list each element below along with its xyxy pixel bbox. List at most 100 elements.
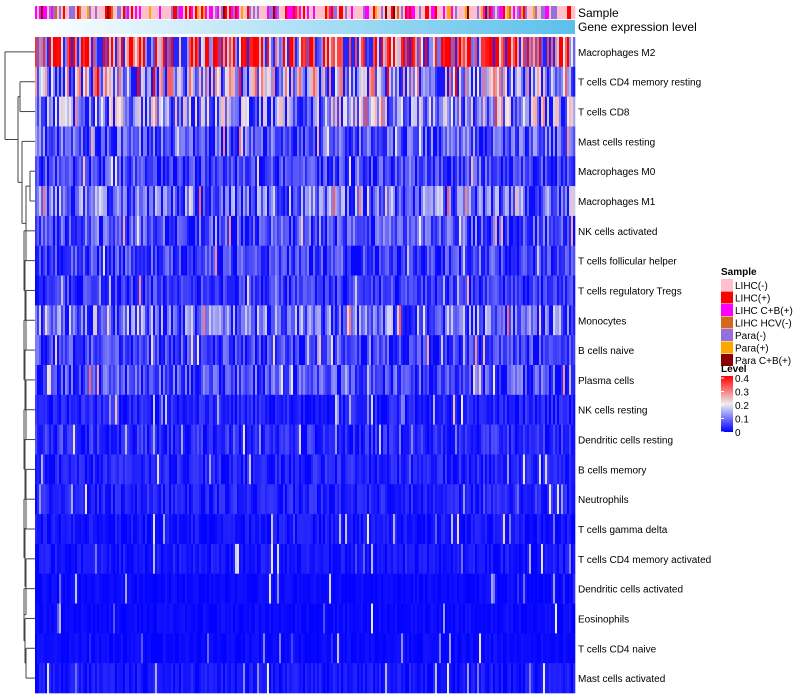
heatmap-cell xyxy=(561,275,564,306)
heatmap-cell xyxy=(57,37,60,68)
heatmap-cell xyxy=(337,215,340,247)
heatmap-cell xyxy=(427,66,430,97)
heatmap-cell xyxy=(175,245,178,276)
heatmap-cell xyxy=(555,365,558,396)
sample-cell xyxy=(37,6,40,19)
heatmap-cell xyxy=(179,394,182,425)
heatmap-cell xyxy=(411,245,414,276)
heatmap-cell xyxy=(563,514,566,545)
heatmap-cell xyxy=(241,96,244,127)
heatmap-cell xyxy=(225,96,228,127)
heatmap-cell xyxy=(87,156,90,187)
heatmap-cell xyxy=(339,335,342,366)
heatmap-cell xyxy=(555,424,558,455)
heatmap-cell xyxy=(313,126,316,157)
heatmap-cell xyxy=(41,365,44,396)
heatmap-cell xyxy=(239,514,242,545)
heatmap-cell xyxy=(147,245,150,276)
heatmap-cell xyxy=(547,454,550,485)
heatmap-cell xyxy=(527,215,530,247)
heatmap-cell xyxy=(93,215,96,247)
heatmap-cell xyxy=(143,215,146,247)
heatmap-cell xyxy=(91,514,94,545)
heatmap-cell xyxy=(533,335,536,366)
heatmap-cell xyxy=(41,484,44,515)
heatmap-cell xyxy=(363,186,366,217)
heatmap-cell xyxy=(441,126,444,157)
heatmap-cell xyxy=(555,37,558,68)
heatmap-cell xyxy=(299,96,302,127)
heatmap-cell xyxy=(321,454,324,485)
heatmap-cell xyxy=(559,186,562,217)
heatmap-cell xyxy=(291,454,294,485)
heatmap-cell xyxy=(91,454,94,485)
heatmap-cell xyxy=(145,484,148,515)
heatmap-cell xyxy=(161,126,164,157)
heatmap-cell xyxy=(137,514,140,545)
heatmap-cell xyxy=(349,424,352,455)
heatmap-cell xyxy=(347,514,350,545)
heatmap-cell xyxy=(277,394,280,425)
heatmap-cell xyxy=(231,96,234,127)
heatmap-cell xyxy=(555,156,558,187)
heatmap-cell xyxy=(375,186,378,217)
heatmap-cell xyxy=(513,126,516,157)
heatmap-cell xyxy=(277,245,280,276)
heatmap-cell xyxy=(353,454,356,485)
heatmap-cell xyxy=(125,394,128,425)
heatmap-cell xyxy=(183,335,186,366)
heatmap-cell xyxy=(427,514,430,545)
sample-cell xyxy=(153,6,156,19)
sample-cell xyxy=(113,6,116,19)
heatmap-cell xyxy=(289,484,292,515)
heatmap-cell xyxy=(559,126,562,157)
sample-cell xyxy=(47,6,50,19)
heatmap-cell xyxy=(207,215,210,247)
heatmap-cell xyxy=(253,215,256,247)
heatmap-cell xyxy=(171,186,174,217)
heatmap-cell xyxy=(457,514,460,545)
heatmap-cell xyxy=(63,96,66,127)
heatmap-cell xyxy=(383,96,386,127)
heatmap-cell xyxy=(95,275,98,306)
heatmap-cell xyxy=(67,543,70,575)
heatmap-cell xyxy=(45,66,48,97)
heatmap-cell xyxy=(227,365,230,396)
heatmap-cell xyxy=(137,215,140,247)
heatmap-cell xyxy=(343,424,346,455)
heatmap-cell xyxy=(471,245,474,276)
heatmap-cell xyxy=(223,66,226,97)
heatmap-cell xyxy=(463,424,466,455)
heatmap-cell xyxy=(537,245,540,276)
heatmap-cell xyxy=(143,365,146,396)
heatmap-cell xyxy=(469,96,472,127)
heatmap-cell xyxy=(259,156,262,187)
heatmap-cell xyxy=(83,275,86,306)
heatmap-cell xyxy=(163,186,166,217)
sample-cell xyxy=(455,6,458,19)
heatmap-cell xyxy=(483,96,486,127)
heatmap-cell xyxy=(281,365,284,396)
heatmap-cell xyxy=(121,126,124,157)
heatmap-cell xyxy=(443,514,446,545)
heatmap-cell xyxy=(561,96,564,127)
heatmap-cell xyxy=(395,126,398,157)
sample-cell xyxy=(167,6,170,19)
heatmap-cell xyxy=(399,275,402,306)
heatmap-cell xyxy=(331,37,334,68)
heatmap-cell xyxy=(93,424,96,455)
heatmap-cell xyxy=(139,365,142,396)
heatmap-cell xyxy=(489,365,492,396)
heatmap-cell xyxy=(165,96,168,127)
heatmap-cell xyxy=(157,156,160,187)
heatmap-cell xyxy=(215,156,218,187)
heatmap-cell xyxy=(213,37,216,68)
heatmap-cell xyxy=(495,514,498,545)
heatmap-cell xyxy=(505,126,508,157)
heatmap-cell xyxy=(467,514,470,545)
sample-cell xyxy=(569,6,572,19)
heatmap-cell xyxy=(551,96,554,127)
heatmap-cell xyxy=(465,424,468,455)
heatmap-cell xyxy=(209,305,212,336)
heatmap-cell xyxy=(353,365,356,396)
